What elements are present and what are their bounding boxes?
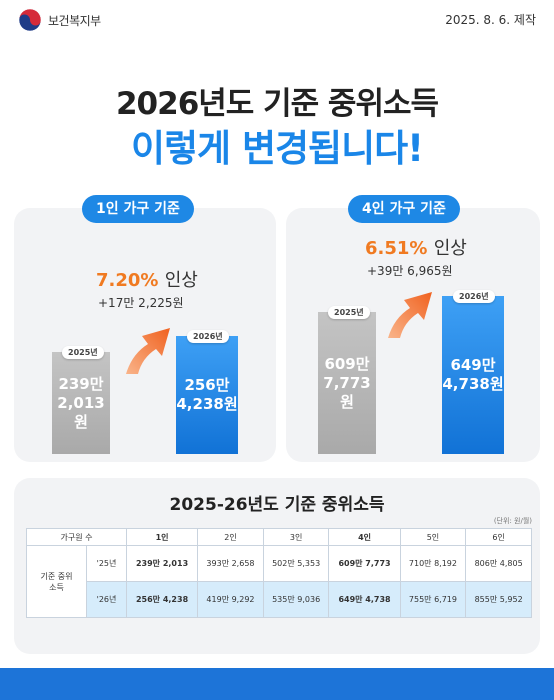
bar-value-won: 2,013원 [57,393,105,431]
table-cell: 649만 4,738 [328,581,401,618]
bar-value-won: 7,773원 [323,373,371,411]
one-person-diff: +17만 2,225원 [98,296,184,310]
column-header: 1인 [125,528,199,546]
one-person-rate: 7.20% 인상 [96,266,198,292]
column-header: 3인 [262,528,330,546]
four-person-2026-bar: 649만 4,738원 [442,296,504,454]
four-person-2025-bar: 609만 7,773원 [318,312,376,454]
year-tag-2026: 2026년 [187,330,229,343]
row-year: '26년 [86,581,127,618]
table-cell: 806만 4,805 [465,545,532,582]
bar-value-won: 4,238원 [176,395,238,413]
one-person-2026-bar: 256만 4,238원 [176,336,238,454]
table-cell: 755만 6,719 [399,581,467,618]
year-tag-2025: 2025년 [62,346,104,359]
table-cell: 609만 7,773 [328,545,401,582]
ministry-logo: 보건복지부 [18,8,101,32]
rate-percent: 7.20% [96,270,159,291]
table-header-row: 가구원 수 1인 2인 3인 4인 5인 6인 [26,528,532,546]
ministry-name: 보건복지부 [48,13,101,28]
made-date: 2025. 8. 6. 제작 [445,13,536,27]
bar-value-man: 649만 [450,356,496,374]
table-cell: 419만 9,292 [197,581,264,618]
year-tag-2025: 2025년 [328,306,370,319]
bar-value-man: 256만 [184,376,230,394]
table-cell: 535만 9,036 [262,581,330,618]
table-cell: 239만 2,013 [125,545,199,582]
one-person-pill: 1인 가구 기준 [82,195,194,223]
table-row: '26년 256만 4,238 419만 9,292 535만 9,036 64… [27,581,532,618]
column-header: 6인 [465,528,532,546]
table-corner-header: 가구원 수 [26,528,127,546]
column-header: 5인 [399,528,467,546]
bottom-band [0,668,554,700]
four-person-diff: +39만 6,965원 [367,264,453,278]
column-header: 2인 [197,528,264,546]
bar-value-won: 4,738원 [442,375,504,393]
rate-word: 인상 [433,238,467,259]
increase-arrow-icon [388,292,432,338]
rate-percent: 6.51% [365,238,428,259]
row-year: '25년 [86,545,127,582]
column-header: 4인 [328,528,401,546]
top-bar: 보건복지부 2025. 8. 6. 제작 [0,0,554,44]
table-cell: 256만 4,238 [125,581,199,618]
table-row: 기준 중위소득 '25년 239만 2,013 393만 2,658 502만 … [26,545,532,618]
table-cell: 502만 5,353 [262,545,330,582]
rate-word: 인상 [164,270,198,291]
row-group-header: 기준 중위소득 [26,545,87,618]
taegeuk-emblem-icon [18,8,42,32]
one-person-2025-bar: 239만 2,013원 [52,352,110,454]
table-cell: 855만 5,952 [465,581,532,618]
table-cell: 393만 2,658 [197,545,264,582]
four-person-pill: 4인 가구 기준 [348,195,460,223]
four-person-rate: 6.51% 인상 [365,234,467,260]
table-cell: 710만 8,192 [399,545,467,582]
increase-arrow-icon [126,328,170,374]
year-tag-2026: 2026년 [453,290,495,303]
headline-title: 2026년도 기준 중위소득 [115,86,439,122]
headline-subtitle: 이렇게 변경됩니다! [130,127,424,170]
median-income-table: 가구원 수 1인 2인 3인 4인 5인 6인 기준 중위소득 '25년 239… [26,528,532,618]
table-title: 2025-26년도 기준 중위소득 [169,495,385,515]
table-unit: (단위: 원/월) [493,517,532,525]
median-income-table-card: 2025-26년도 기준 중위소득 (단위: 원/월) 가구원 수 1인 2인 … [14,478,540,654]
bar-value-man: 239만 [58,374,104,393]
bar-value-man: 609만 [324,354,370,373]
